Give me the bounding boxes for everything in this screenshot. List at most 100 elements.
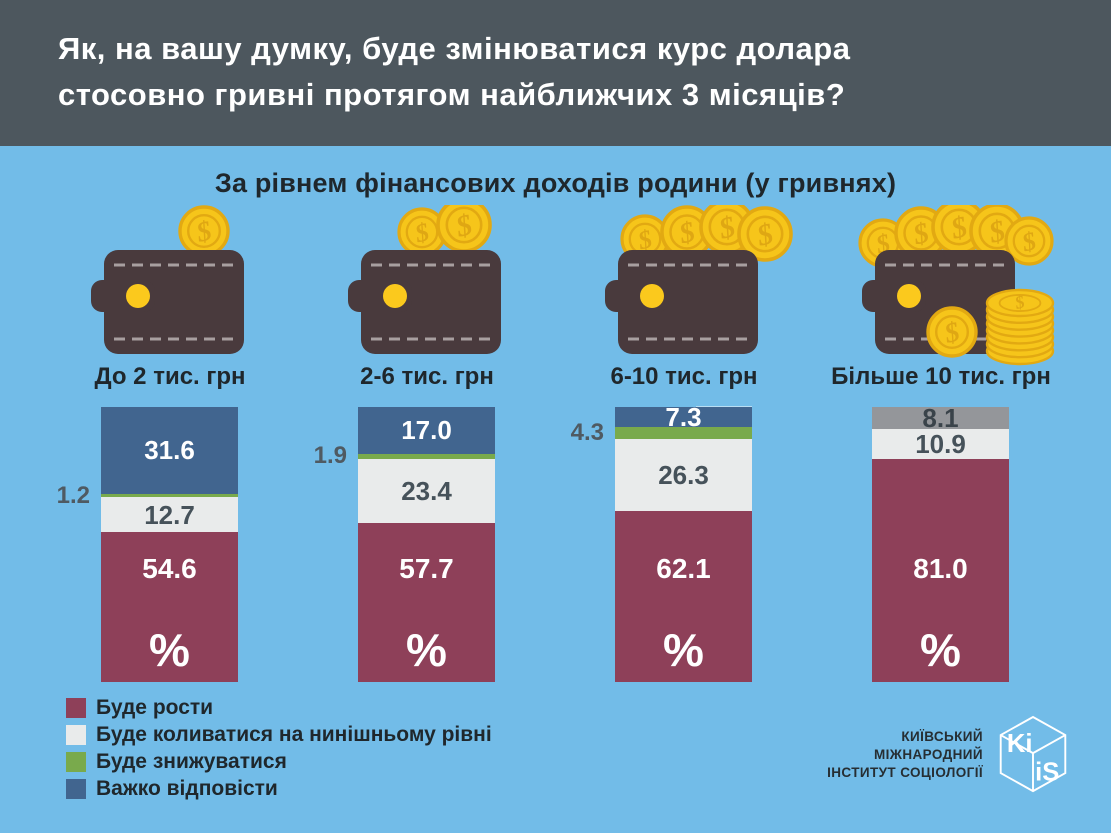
org-line-2: МІЖНАРОДНИЙ <box>873 747 983 762</box>
income-group-label: До 2 тис. грн <box>94 363 246 390</box>
legend-label: Важко відповісти <box>96 776 278 800</box>
stacked-bar: 31.6 12.7 54.6% <box>101 407 238 683</box>
wallet-body-icon <box>91 250 244 354</box>
bar-segment: 8.1 <box>872 403 1009 434</box>
wallet-body-icon <box>605 250 758 354</box>
svg-text:$: $ <box>675 216 698 251</box>
bar-segment <box>358 523 495 682</box>
percent-symbol: % <box>149 624 190 676</box>
bar-segment <box>872 459 1009 683</box>
segment-value: 31.6 <box>144 435 195 466</box>
segment-value-outside: 4.3 <box>570 418 604 446</box>
income-group-column: $ $ 2-6 тис. грн 1.9 17.0 23.4 57.7% <box>302 205 552 685</box>
faint-gridline <box>696 406 752 407</box>
income-group-label: Більше 10 тис. грн <box>831 363 1051 390</box>
income-group-column: $ До 2 тис. грн 1.2 31.6 12.7 54.6% <box>45 205 295 685</box>
legend-swatch <box>66 751 86 772</box>
coin-icon: $ <box>1004 216 1054 266</box>
legend-label: Буде коливатися на нинішньому рівні <box>96 722 492 746</box>
org-line-3: ІНСТИТУТ СОЦІОЛОГІЇ <box>827 765 983 780</box>
segment-value: 12.7 <box>144 499 195 530</box>
segment-value: 7.3 <box>665 402 702 433</box>
bar-segment: 26.3 <box>615 438 752 512</box>
bar-segment: 10.9 <box>872 429 1009 460</box>
bar-segment: 12.7 <box>101 497 238 533</box>
coin-icon: $ <box>926 306 978 358</box>
legend-item: Буде знижуватися <box>66 748 492 775</box>
segment-value-grow: 54.6 <box>142 553 197 584</box>
segment-value: 17.0 <box>401 415 452 446</box>
income-group-label: 6-10 тис. грн <box>610 363 758 390</box>
legend-swatch <box>66 778 86 799</box>
stacked-bar: 8.1 10.9 81.0% <box>872 403 1009 683</box>
legend-item: Буде рости <box>66 694 492 721</box>
segment-value: 26.3 <box>658 460 709 491</box>
wallet-many-coins-stack-icon: $ $ $ $ $ $ $ <box>858 205 1055 366</box>
bar-segment <box>615 511 752 682</box>
legend-item: Важко відповісти <box>66 775 492 802</box>
chart-subtitle: За рівнем фінансових доходів родини (у г… <box>214 168 897 198</box>
svg-text:$: $ <box>947 210 971 246</box>
legend-label: Буде рости <box>96 695 214 719</box>
header-band: Як, на вашу думку, буде змінюватися курс… <box>0 0 1111 146</box>
svg-text:$: $ <box>411 217 432 249</box>
svg-text:$: $ <box>753 217 777 253</box>
chart-legend: Буде рости Буде коливатися на нинішньому … <box>66 694 492 802</box>
logo-text-bottom: iS <box>1035 759 1059 787</box>
wallet-4-coins-icon: $ $ $ $ <box>605 205 793 354</box>
legend-swatch <box>66 697 86 718</box>
stacked-bar: 17.0 23.4 57.7% <box>358 407 495 682</box>
wallet-2-coins-icon: $ $ <box>348 205 501 354</box>
logo-text-top: Ki <box>1007 730 1033 758</box>
coin-icon: $ <box>178 205 230 257</box>
legend-item: Буде коливатися на нинішньому рівні <box>66 721 492 748</box>
title-line-2: стосовно гривні протягом найближчих 3 мі… <box>58 77 846 112</box>
income-group-column: $ $ $ $ $ $ $ Більше 10 тис. грн 8.1 10.9 81… <box>816 205 1066 685</box>
stacked-bar: 7.3 26.3 62.1% <box>615 402 752 682</box>
bar-segment <box>101 532 238 683</box>
svg-text:$: $ <box>1012 291 1027 313</box>
coin-icon: $ <box>660 205 714 259</box>
svg-text:$: $ <box>193 215 215 249</box>
bar-segment: 7.3 <box>615 402 752 433</box>
income-group-label: 2-6 тис. грн <box>360 363 494 390</box>
segment-value-grow: 62.1 <box>656 553 711 584</box>
bar-segment <box>101 493 238 498</box>
legend-label: Буде знижуватися <box>96 749 287 773</box>
segment-value: 8.1 <box>922 403 959 434</box>
svg-text:$: $ <box>1018 226 1039 258</box>
page-title: Як, на вашу думку, буде змінюватися курс… <box>58 26 850 118</box>
bar-segment <box>358 453 495 459</box>
coin-icon: $ <box>737 206 793 262</box>
segment-value-outside: 1.2 <box>56 481 90 509</box>
coin-icon: $ <box>436 205 492 253</box>
percent-symbol: % <box>406 624 447 676</box>
wallet-1-coin-icon: $ <box>91 205 244 354</box>
segment-value-grow: 57.7 <box>399 553 454 584</box>
bar-segment <box>615 427 752 439</box>
bar-segment: 17.0 <box>358 407 495 454</box>
svg-text:$: $ <box>634 224 655 256</box>
percent-symbol: % <box>920 624 961 676</box>
org-line-1: КИЇВСЬКИЙ <box>901 729 983 744</box>
percent-symbol: % <box>663 624 704 676</box>
wallet-body-icon <box>348 250 501 354</box>
svg-text:$: $ <box>909 217 932 252</box>
title-line-1: Як, на вашу думку, буде змінюватися курс… <box>58 31 851 66</box>
svg-text:$: $ <box>452 208 476 244</box>
svg-text:$: $ <box>941 316 963 350</box>
segment-value: 23.4 <box>401 476 452 507</box>
org-name: КИЇВСЬКИЙ МІЖНАРОДНИЙ ІНСТИТУТ СОЦІОЛОГІ… <box>827 728 983 782</box>
wallet-body-icon <box>862 250 1015 354</box>
income-group-column: $ $ $ $ 6-10 тис. грн 4.3 7.3 26.3 62.1% <box>559 205 809 685</box>
chart-columns: $ До 2 тис. грн 1.2 31.6 12.7 54.6% $ $ 2-6 … <box>45 205 1066 685</box>
svg-text:$: $ <box>715 210 739 246</box>
coin-stack-icon: $ <box>985 288 1055 366</box>
bar-segment: 23.4 <box>358 458 495 524</box>
kiis-cube-logo-icon: Ki iS <box>999 715 1067 793</box>
svg-text:$: $ <box>985 214 1009 250</box>
segment-value-outside: 1.9 <box>313 442 347 470</box>
legend-swatch <box>66 724 86 745</box>
segment-value-grow: 81.0 <box>913 553 968 584</box>
bar-segment: 31.6 <box>101 407 238 494</box>
